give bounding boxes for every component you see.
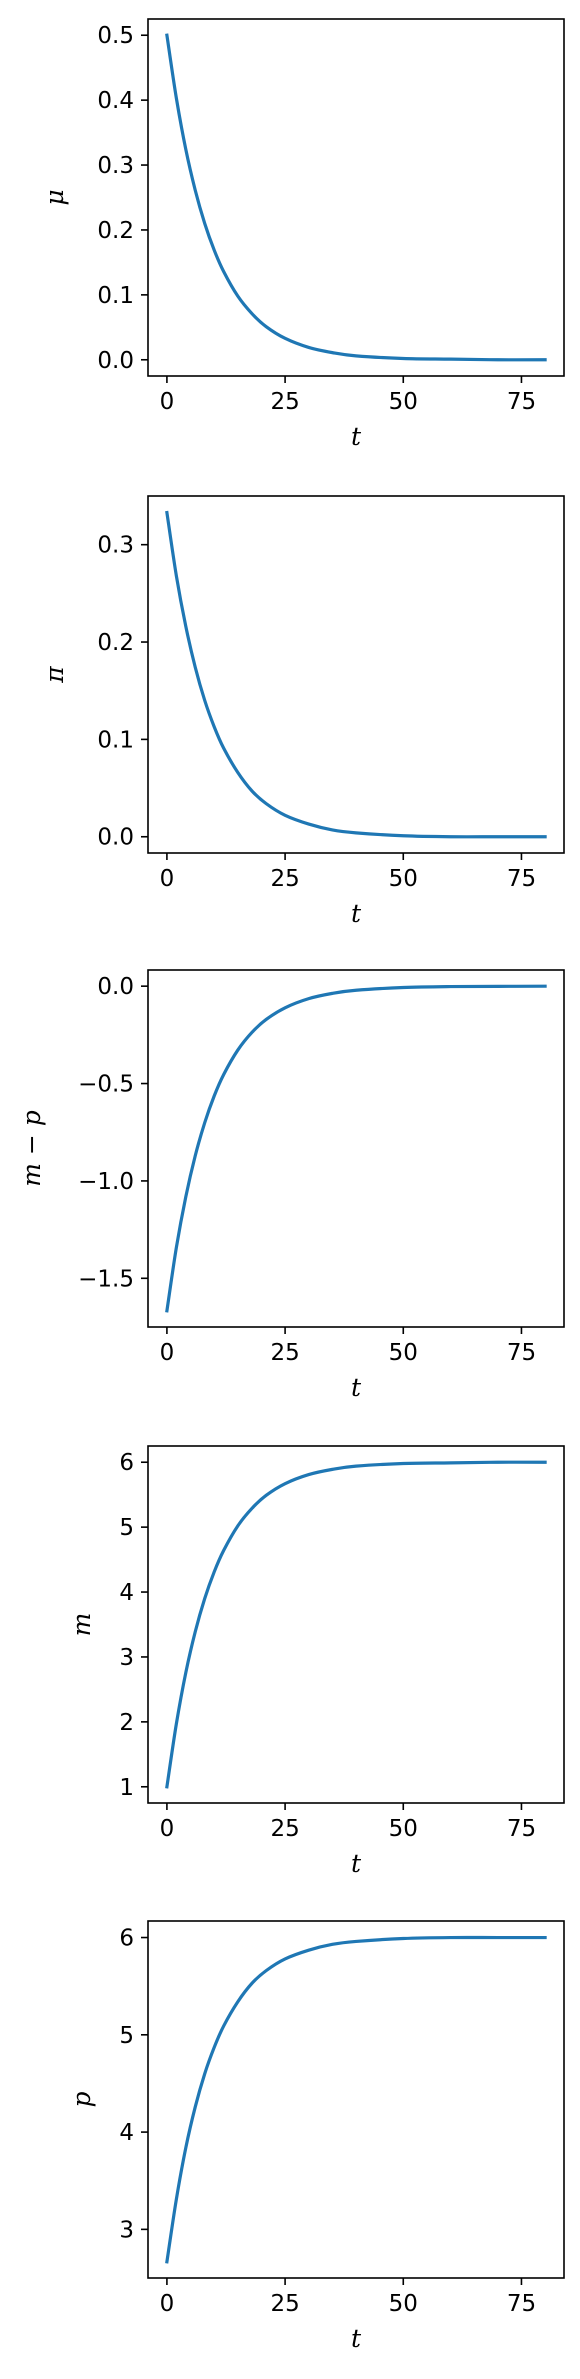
y-tick-label: 4 <box>119 2120 134 2146</box>
y-tick-label: 0.2 <box>97 218 134 244</box>
x-tick-label: 75 <box>507 1340 536 1366</box>
x-tick-label: 25 <box>270 866 299 892</box>
x-tick-label: 75 <box>507 866 536 892</box>
y-axis-label: m − p <box>17 1110 46 1187</box>
series-line-4-1 <box>165 1460 547 1789</box>
axes-frame <box>147 1445 565 1804</box>
x-tick-label: 25 <box>270 1816 299 1842</box>
axes-frame <box>147 18 565 377</box>
x-tick-label: 0 <box>160 1816 175 1842</box>
y-tick-label: 0.3 <box>97 153 134 179</box>
y-tick-label: 0.0 <box>97 825 134 851</box>
x-tick-label: 25 <box>270 389 299 415</box>
x-tick-label: 0 <box>160 866 175 892</box>
x-tick-label: 25 <box>270 1340 299 1366</box>
y-tick-label: 5 <box>119 1515 134 1541</box>
series-line-3-1 <box>165 984 547 1313</box>
y-axis-label: π <box>40 666 69 684</box>
subplot-1: 0 25 50 75 0.0 0.1 0.2 0.3 0.4 0.5 t μ <box>40 18 565 451</box>
series-line-1-1 <box>165 33 547 362</box>
y-axis-label: μ <box>40 189 69 205</box>
x-axis-label: t <box>351 899 362 928</box>
y-tick-label: 3 <box>119 1645 134 1671</box>
x-tick-label: 0 <box>160 2291 175 2317</box>
y-axis-label: m <box>67 1613 96 1637</box>
y-tick-label: 0.0 <box>97 348 134 374</box>
x-tick-label: 50 <box>389 1816 418 1842</box>
axes-frame <box>147 969 565 1328</box>
y-tick-label: 0.1 <box>97 727 134 753</box>
y-tick-label: 3 <box>119 2217 134 2243</box>
x-tick-label: 25 <box>270 2291 299 2317</box>
subplot-3: 0 25 50 75 −1.5 −1.0 −0.5 0.0 t m − p <box>17 969 565 1402</box>
y-tick-label: −0.5 <box>78 1072 134 1098</box>
axes-frame <box>147 495 565 854</box>
series-line-2-1 <box>165 510 547 839</box>
x-axis-label: t <box>351 2324 362 2353</box>
y-tick-label: 0.3 <box>97 533 134 559</box>
x-tick-label: 75 <box>507 2291 536 2317</box>
y-tick-label: 0.0 <box>97 974 134 1000</box>
y-tick-label: 6 <box>119 1926 134 1952</box>
y-tick-label: 2 <box>119 1710 134 1736</box>
y-tick-label: 1 <box>119 1775 134 1801</box>
x-axis-label: t <box>351 422 362 451</box>
x-tick-label: 75 <box>507 1816 536 1842</box>
x-tick-label: 0 <box>160 1340 175 1366</box>
series-line-5-1 <box>165 1935 547 2264</box>
axes-frame <box>147 1920 565 2279</box>
subplot-2: 0 25 50 75 0.0 0.1 0.2 0.3 t π <box>40 495 565 928</box>
y-tick-label: 4 <box>119 1580 134 1606</box>
subplot-4: 0 25 50 75 1 2 3 4 5 6 t m <box>67 1445 565 1878</box>
y-axis-label: p <box>67 2091 96 2107</box>
y-tick-label: 0.5 <box>97 23 134 49</box>
subplot-5: 0 25 50 75 3 4 5 6 t p <box>67 1920 565 2353</box>
x-tick-label: 50 <box>389 1340 418 1366</box>
x-tick-label: 50 <box>389 866 418 892</box>
y-tick-label: 0.4 <box>97 88 134 114</box>
y-tick-label: 5 <box>119 2023 134 2049</box>
y-tick-label: −1.0 <box>78 1169 134 1195</box>
x-tick-label: 75 <box>507 389 536 415</box>
y-tick-label: 0.1 <box>97 283 134 309</box>
x-axis-label: t <box>351 1849 362 1878</box>
y-tick-label: 6 <box>119 1450 134 1476</box>
y-tick-label: 0.2 <box>97 630 134 656</box>
x-axis-label: t <box>351 1373 362 1402</box>
x-tick-label: 50 <box>389 2291 418 2317</box>
x-tick-label: 0 <box>160 389 175 415</box>
y-tick-label: −1.5 <box>78 1266 134 1292</box>
x-tick-label: 50 <box>389 389 418 415</box>
